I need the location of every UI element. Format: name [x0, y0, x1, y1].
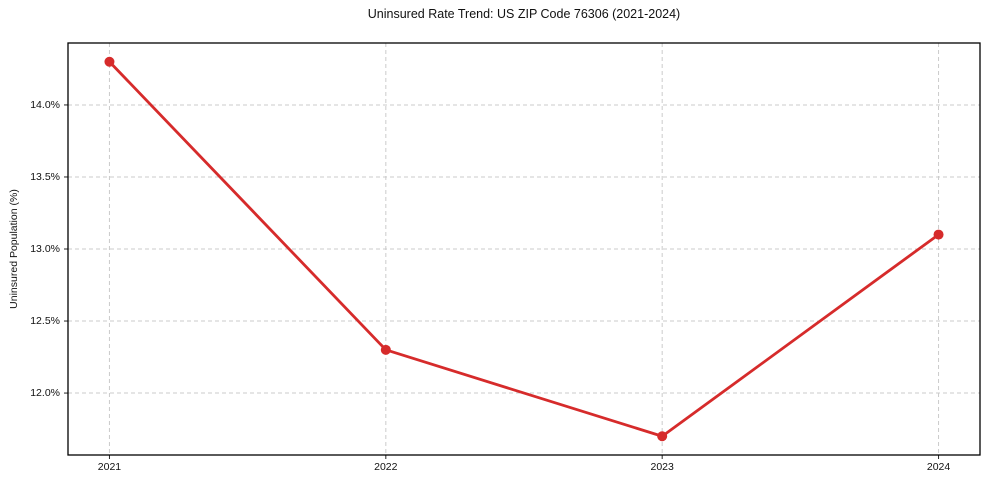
- y-axis-label: Uninsured Population (%): [8, 189, 20, 309]
- x-tick-label: 2023: [650, 461, 674, 473]
- x-tick-label: 2022: [374, 461, 398, 473]
- y-tick-label: 12.5%: [30, 315, 60, 328]
- data-point-2021: [104, 56, 115, 67]
- plot-canvas: [64, 42, 981, 459]
- trend-line: [108, 60, 940, 438]
- y-tick-label: 13.5%: [30, 170, 60, 183]
- y-tick-label: 14.0%: [30, 98, 60, 111]
- data-point-2024: [933, 229, 944, 240]
- y-tick-label: 12.0%: [30, 387, 60, 400]
- plot-frame: [67, 42, 981, 456]
- x-tick-label: 2021: [97, 461, 122, 473]
- y-tick-label: 13.0%: [30, 243, 60, 255]
- chart-title: Uninsured Rate Trend: US ZIP Code 76306 …: [367, 7, 681, 21]
- data-point-2023: [657, 431, 668, 442]
- plot-area: 2021 2022 2023 2024 12.0% 12.5% 13.0% 13.5% 14.0…: [30, 42, 981, 473]
- data-point-2022: [380, 344, 391, 355]
- x-tick-label: 2024: [926, 461, 951, 473]
